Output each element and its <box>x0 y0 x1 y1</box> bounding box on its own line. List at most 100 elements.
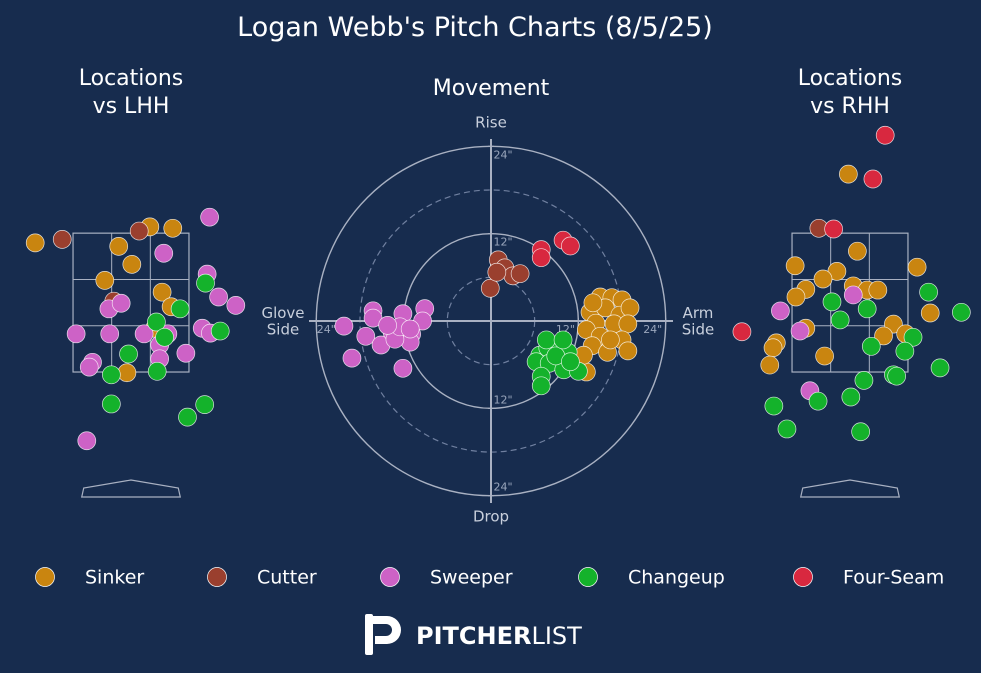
axis-label-left: Glove Side <box>261 303 304 338</box>
pitch-point <box>200 207 219 227</box>
pitch-point <box>786 287 806 307</box>
pitch-point <box>25 233 45 253</box>
legend-marker <box>207 567 227 587</box>
legend-marker <box>578 567 598 587</box>
legend-label: Changeup <box>628 567 725 589</box>
pitch-point <box>930 358 950 378</box>
pitch-point <box>342 348 362 368</box>
pitch-point <box>400 319 420 339</box>
pitch-point <box>813 269 833 289</box>
pitch-point <box>851 422 870 442</box>
pitch-point <box>129 221 149 241</box>
pitch-point <box>122 255 142 274</box>
x-tick-label: 24" <box>643 323 662 336</box>
logo-bold: PITCHER <box>416 622 531 650</box>
panel-title: Locations vs RHH <box>797 66 903 119</box>
home-plate <box>799 479 901 498</box>
logo-text: PITCHERLIST <box>416 622 582 650</box>
x-tick-label: 24" <box>317 323 336 336</box>
pitch-point <box>830 310 850 330</box>
pitch-point <box>95 271 115 290</box>
pitch-point <box>510 264 530 284</box>
legend-label: Sweeper <box>430 567 513 589</box>
pitch-point <box>764 396 784 416</box>
pitch-point <box>393 358 413 378</box>
pitch-point <box>155 327 174 347</box>
y-tick-label: 12" <box>493 393 512 406</box>
pitch-point <box>531 376 551 396</box>
panel-title: Locations vs LHH <box>78 66 184 119</box>
pitch-point <box>790 321 810 341</box>
legend-marker <box>793 567 813 587</box>
pitch-point <box>536 330 556 350</box>
pitch-point <box>843 285 863 305</box>
pitch-point <box>147 361 167 381</box>
pitch-point <box>119 344 138 364</box>
pitch-point <box>785 256 805 276</box>
pitch-point <box>52 230 72 249</box>
pitch-point <box>907 257 927 277</box>
logo-icon <box>365 614 401 655</box>
pitch-point <box>583 293 603 313</box>
pitch-point <box>841 387 861 407</box>
pitch-point <box>378 316 397 335</box>
pitch-point <box>601 330 620 350</box>
pitch-point <box>808 391 828 411</box>
pitch-point <box>176 343 196 363</box>
pitch-point <box>561 352 580 372</box>
legend-marker <box>35 567 55 587</box>
pitch-point <box>863 169 883 189</box>
legend-label: Cutter <box>257 567 317 589</box>
pitch-point <box>620 298 640 318</box>
axis-label-right: Arm Side <box>682 303 714 338</box>
pitch-point <box>480 278 500 298</box>
pitch-point <box>895 341 915 361</box>
panel <box>732 125 971 498</box>
pitch-point <box>196 273 215 293</box>
pitch-point <box>79 357 99 377</box>
pitch-point <box>815 346 834 366</box>
panel <box>25 207 246 498</box>
pitch-point <box>66 324 86 344</box>
y-tick-label: 12" <box>493 236 512 249</box>
pitch-point <box>824 219 843 239</box>
pitch-point <box>487 262 507 282</box>
pitch-point <box>771 301 790 321</box>
pitch-point <box>561 236 580 256</box>
pitch-point <box>134 324 154 344</box>
pitch-point <box>154 243 174 263</box>
pitch-point <box>77 431 97 451</box>
pitch-point <box>951 302 971 322</box>
legend-label: Sinker <box>85 567 144 589</box>
pitch-point <box>226 296 246 315</box>
panel-title: Movement <box>432 76 550 101</box>
pitch-point <box>887 366 907 386</box>
pitch-point <box>920 303 940 323</box>
pitch-point <box>210 321 230 341</box>
pitch-point <box>111 293 131 313</box>
pitch-point <box>209 287 228 307</box>
pitch-point <box>163 218 183 238</box>
axis-label-bottom: Drop <box>473 508 509 526</box>
pitch-point <box>868 280 888 300</box>
pitch-point <box>760 355 780 375</box>
pitch-point <box>903 327 923 347</box>
pitch-point <box>822 292 842 312</box>
pitch-point <box>777 419 797 439</box>
y-tick-label: 24" <box>493 148 512 161</box>
pitch-point <box>356 326 376 346</box>
pitch-point <box>732 322 752 342</box>
pitch-point <box>170 299 190 319</box>
pitch-point <box>147 312 166 332</box>
pitch-point <box>874 326 893 346</box>
pitch-point <box>101 365 121 385</box>
pitch-point <box>919 282 938 302</box>
pitch-point <box>861 336 881 356</box>
pitch-point <box>854 371 874 390</box>
legend-label: Four-Seam <box>843 567 944 589</box>
pitch-point <box>618 314 638 334</box>
pitch-point <box>101 394 121 414</box>
